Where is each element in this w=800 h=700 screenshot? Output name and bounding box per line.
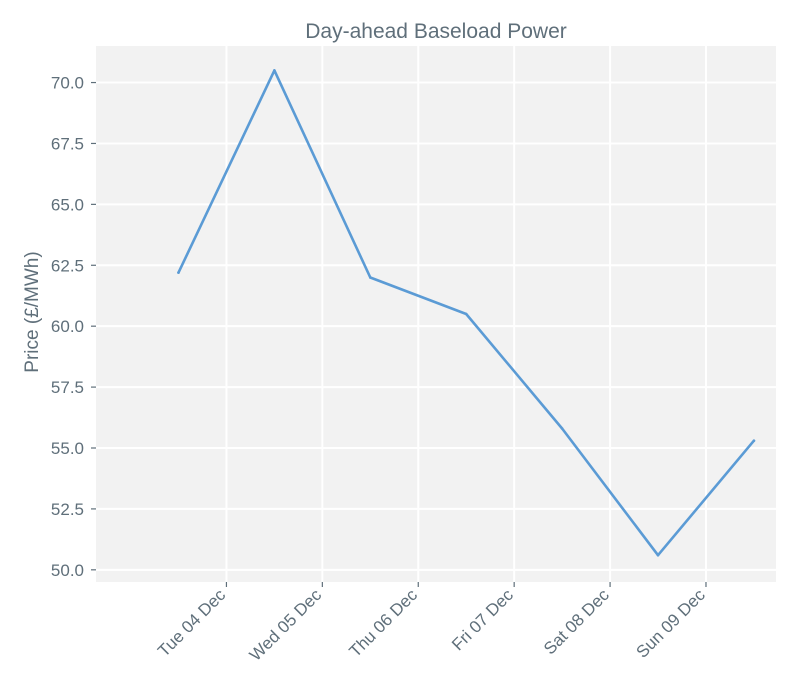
x-tick-label: Thu 06 Dec — [346, 585, 422, 661]
y-tick-label: 65.0 — [51, 195, 84, 214]
y-axis-label: Price (£/MWh) — [22, 251, 43, 372]
horizontal-gridlines — [96, 81, 776, 571]
data-point — [369, 276, 372, 279]
y-tick-label: 57.5 — [51, 378, 84, 397]
y-tick-label: 67.5 — [51, 134, 84, 153]
data-point — [752, 439, 756, 442]
x-tick-label: Sun 09 Dec — [633, 585, 710, 662]
series-layer — [177, 69, 756, 557]
chart-title: Day-ahead Baseload Power — [305, 20, 567, 43]
data-point — [464, 312, 468, 316]
y-tick-label: 52.5 — [51, 500, 84, 519]
data-point — [656, 553, 660, 557]
y-axis-ticks: 50.0 52.5 55.0 57.5 60.0 62.5 65.0 67.5 70.0 — [51, 74, 96, 580]
data-point — [560, 427, 564, 430]
y-tick-label: 60.0 — [51, 317, 84, 336]
y-tick-label: 50.0 — [51, 561, 84, 580]
x-tick-label: Wed 05 Dec — [246, 585, 326, 665]
data-point — [273, 69, 276, 72]
x-tick-label: Fri 07 Dec — [448, 585, 517, 654]
y-tick-label: 55.0 — [51, 439, 84, 458]
x-axis-ticks: Tue 04 Dec Wed 05 Dec Thu 06 Dec Fri 07 Dec… — [154, 582, 709, 665]
x-tick-label: Sat 08 Dec — [540, 585, 613, 658]
x-tick-label: Tue 04 Dec — [154, 585, 229, 660]
plot-area — [96, 46, 776, 582]
vertical-gridlines — [225, 46, 707, 582]
data-point — [177, 271, 180, 274]
y-tick-label: 70.0 — [51, 74, 84, 93]
y-tick-label: 62.5 — [51, 256, 84, 275]
